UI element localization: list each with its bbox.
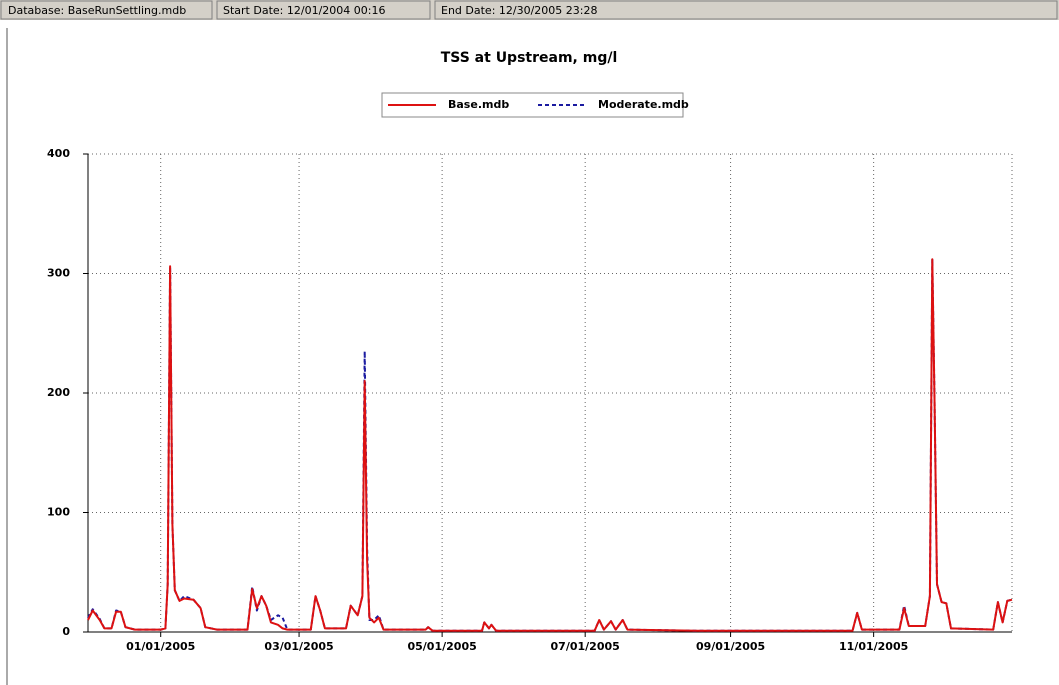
x-tick-label: 01/01/2005 [126, 640, 195, 653]
legend-label: Moderate.mdb [598, 98, 689, 111]
x-tick-label: 07/01/2005 [551, 640, 620, 653]
legend-label: Base.mdb [448, 98, 509, 111]
y-tick-label: 0 [62, 625, 70, 638]
status-panel [216, 0, 431, 20]
y-tick-label: 300 [47, 267, 70, 280]
status-bar [0, 0, 1059, 20]
x-tick-label: 11/01/2005 [839, 640, 908, 653]
x-tick-label: 09/01/2005 [696, 640, 765, 653]
y-tick-label: 100 [47, 506, 70, 519]
x-tick-label: 03/01/2005 [264, 640, 333, 653]
y-tick-label: 400 [47, 147, 70, 160]
chart-title: TSS at Upstream, mg/l [441, 50, 618, 66]
x-tick-label: 05/01/2005 [407, 640, 476, 653]
status-panel [434, 0, 1058, 20]
status-text: End Date: 12/30/2005 23:28 [441, 4, 598, 17]
series-line [87, 258, 1013, 632]
y-tick-label: 200 [47, 386, 70, 399]
status-text: Start Date: 12/01/2004 00:16 [223, 4, 385, 17]
status-text: Database: BaseRunSettling.mdb [8, 4, 186, 17]
status-panel [0, 0, 213, 20]
